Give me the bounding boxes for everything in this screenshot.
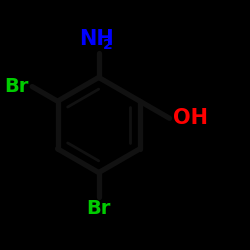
- Text: Br: Br: [86, 200, 111, 218]
- Text: OH: OH: [173, 108, 208, 128]
- Text: NH: NH: [79, 29, 114, 49]
- Text: 2: 2: [103, 38, 113, 52]
- Text: Br: Br: [4, 77, 28, 96]
